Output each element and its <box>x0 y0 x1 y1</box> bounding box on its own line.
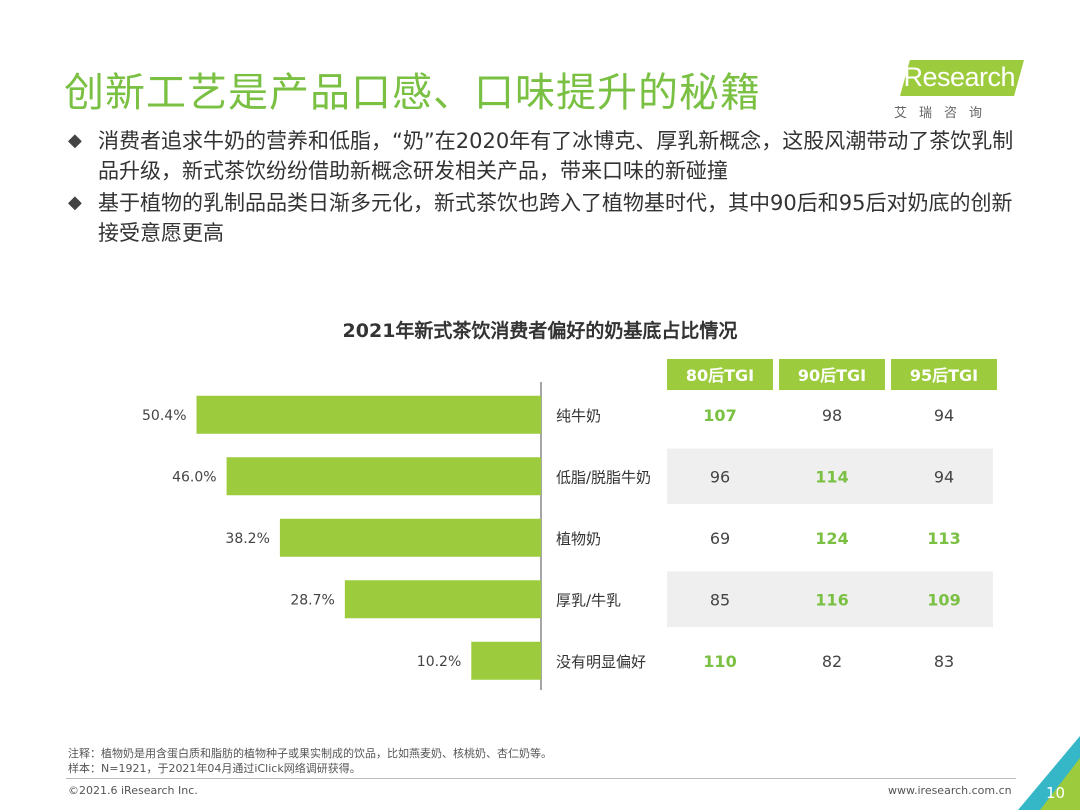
footer-url: www.iresearch.com.cn <box>888 784 1012 797</box>
bar-value-label: 50.4% <box>142 408 186 424</box>
table-header-cell <box>891 359 997 390</box>
tgi-value: 69 <box>710 529 730 548</box>
page-number: 10 <box>1046 784 1066 802</box>
table-header-cell <box>667 359 773 390</box>
diamond-bullet-icon: ◆ <box>68 130 82 151</box>
bar <box>226 457 542 496</box>
bullet-item: ◆ 基于植物的乳制品品类日渐多元化，新式茶饮也跨入了植物基时代，其中90后和95… <box>66 188 1026 248</box>
tgi-value: 85 <box>710 590 730 609</box>
table-header-label: 90后TGI <box>798 366 866 385</box>
chart-title: 2021年新式茶饮消费者偏好的奶基底占比情况 <box>342 320 738 342</box>
tgi-value: 96 <box>710 467 730 486</box>
tgi-value: 94 <box>934 467 954 486</box>
category-label: 厚乳/牛乳 <box>556 591 621 609</box>
iresearch-logo: iResearch 艾瑞咨询 <box>892 58 1032 121</box>
bullet-item: ◆ 消费者追求牛奶的营养和低脂，“奶”在2020年有了冰博克、厚乳新概念，这股风… <box>66 126 1026 186</box>
tgi-value: 116 <box>815 590 848 609</box>
tgi-value: 98 <box>822 406 842 425</box>
logo-text: iResearch <box>898 62 1016 92</box>
bar-value-label: 46.0% <box>172 469 216 485</box>
tgi-value: 107 <box>703 406 736 425</box>
category-label: 没有明显偏好 <box>556 653 646 671</box>
footnote-plant-milk: 注释：植物奶是用含蛋白质和脂肪的植物种子或果实制成的饮品，比如燕麦奶、核桃奶、杏… <box>68 747 552 760</box>
logo-subtitle: 艾瑞咨询 <box>894 106 995 121</box>
page-title: 创新工艺是产品口感、口味提升的秘籍 <box>64 70 761 116</box>
category-label: 低脂/脱脂牛奶 <box>556 468 651 486</box>
bar-value-label: 38.2% <box>225 531 269 547</box>
tgi-value: 94 <box>934 406 954 425</box>
table-row-shade <box>667 571 993 627</box>
bar-chart-with-tgi-table: 80后TGI 90后TGI 95后TGI 50.4% 纯牛奶 107 98 94 46.0% 低脂… <box>142 359 997 690</box>
bar <box>279 518 541 557</box>
bullet-text: 基于植物的乳制品品类日渐多元化，新式茶饮也跨入了植物基时代，其中90后和95后对… <box>98 191 1013 245</box>
bar <box>471 641 541 680</box>
copyright: ©2021.6 iResearch Inc. <box>68 784 198 797</box>
bar-value-label: 10.2% <box>417 654 461 670</box>
bullet-list: ◆ 消费者追求牛奶的营养和低脂，“奶”在2020年有了冰博克、厚乳新概念，这股风… <box>66 126 1026 250</box>
bar-value-label: 28.7% <box>290 592 334 608</box>
table-header-label: 95后TGI <box>910 366 978 385</box>
table-row-shade <box>667 448 993 504</box>
tgi-value: 113 <box>927 529 960 548</box>
tgi-value: 110 <box>703 652 736 671</box>
tgi-value: 82 <box>822 652 842 671</box>
tgi-value: 83 <box>934 652 954 671</box>
tgi-value: 109 <box>927 590 960 609</box>
bar <box>344 580 541 619</box>
footnote-sample: 样本：N=1921，于2021年04月通过iClick网络调研获得。 <box>68 762 361 775</box>
footnotes: 注释：植物奶是用含蛋白质和脂肪的植物种子或果实制成的饮品，比如燕麦奶、核桃奶、杏… <box>68 746 552 776</box>
bullet-text: 消费者追求牛奶的营养和低脂，“奶”在2020年有了冰博克、厚乳新概念，这股风潮带… <box>98 129 1014 183</box>
bar <box>196 395 541 434</box>
table-header-cell <box>779 359 885 390</box>
category-label: 植物奶 <box>556 530 601 548</box>
tgi-value: 124 <box>815 529 848 548</box>
diamond-bullet-icon: ◆ <box>68 192 82 213</box>
table-header-label: 80后TGI <box>686 366 754 385</box>
tgi-value: 114 <box>815 467 848 486</box>
category-label: 纯牛奶 <box>556 407 601 425</box>
logo-badge <box>900 60 1024 96</box>
footer-divider <box>66 778 1016 779</box>
